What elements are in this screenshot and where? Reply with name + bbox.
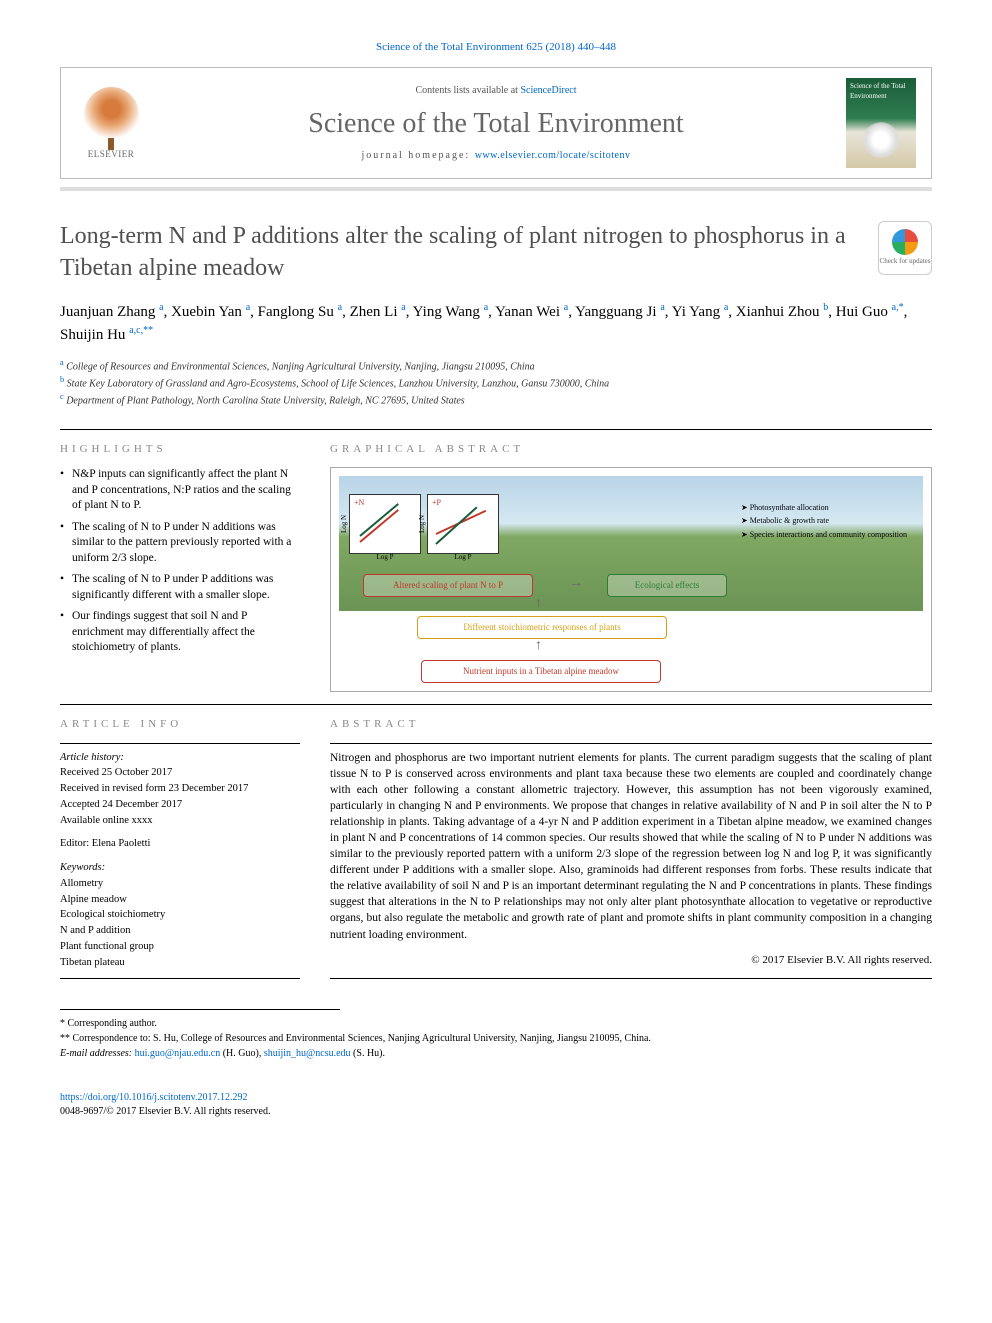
cover-title: Science of the Total Environment: [850, 82, 906, 100]
footnote-2: Correspondence to: S. Hu, College of Res…: [73, 1033, 651, 1044]
crossmark-badge[interactable]: Check for updates: [878, 221, 932, 275]
article-title: Long-term N and P additions alter the sc…: [60, 221, 858, 283]
abstract-header: ABSTRACT: [330, 717, 932, 732]
divider-1: [60, 429, 932, 430]
abstract-text: Nitrogen and phosphorus are two importan…: [330, 750, 932, 943]
journal-name: Science of the Total Environment: [146, 104, 846, 143]
keywords-list: AllometryAlpine meadowEcological stoichi…: [60, 878, 165, 968]
ga-bullet-item: ➤ Metabolic & growth rate: [741, 515, 907, 526]
affiliations: a College of Resources and Environmental…: [60, 357, 932, 409]
info-header: ARTICLE INFO: [60, 717, 300, 732]
highlight-item: The scaling of N to P under N additions …: [60, 520, 300, 567]
affil-a: College of Resources and Environmental S…: [66, 361, 534, 372]
ga-arrow-up2: ↑: [535, 636, 542, 656]
footer: https://doi.org/10.1016/j.scitotenv.2017…: [60, 1091, 932, 1119]
ga-chart1-line1: [359, 509, 399, 543]
ga-chart1-line2: [359, 503, 399, 537]
homepage-link[interactable]: www.elsevier.com/locate/scitotenv: [475, 150, 631, 161]
history-label: Article history:: [60, 752, 124, 763]
homepage-prefix: journal homepage:: [361, 150, 474, 161]
ga-chart-1: Log N Log P +N: [349, 494, 421, 554]
email-name-2: (S. Hu).: [351, 1048, 385, 1059]
authors: Juanjuan Zhang a, Xuebin Yan a, Fanglong…: [60, 300, 932, 347]
ga-box-stoich: Different stoichiometric responses of pl…: [417, 616, 667, 639]
email-link-1[interactable]: hui.guo@njau.edu.cn: [135, 1048, 221, 1059]
highlights-list: N&P inputs can significantly affect the …: [60, 467, 300, 656]
editor-label: Editor:: [60, 838, 92, 849]
ga-chart-2: Log N Log P +P: [427, 494, 499, 554]
homepage-line: journal homepage: www.elsevier.com/locat…: [146, 149, 846, 163]
ga-chart2-ylabel: Log N: [418, 515, 428, 533]
ga-bullet-item: ➤ Photosynthate allocation: [741, 502, 907, 513]
divider-2: [60, 704, 932, 705]
email-link-2[interactable]: shuijin_hu@ncsu.edu: [264, 1048, 351, 1059]
graphical-header: GRAPHICAL ABSTRACT: [330, 442, 932, 457]
contents-line: Contents lists available at ScienceDirec…: [146, 84, 846, 98]
article-info-section: ARTICLE INFO Article history: Received 2…: [60, 717, 300, 989]
affil-c: Department of Plant Pathology, North Car…: [66, 396, 465, 407]
graphical-abstract-section: GRAPHICAL ABSTRACT Log N Log P +N Log N …: [330, 442, 932, 692]
doi-link[interactable]: https://doi.org/10.1016/j.scitotenv.2017…: [60, 1092, 248, 1103]
keywords-label: Keywords:: [60, 862, 105, 873]
abstract-section: ABSTRACT Nitrogen and phosphorus are two…: [330, 717, 932, 989]
accepted-date: Accepted 24 December 2017: [60, 799, 182, 810]
ga-arrow-up1: ↑: [535, 594, 542, 614]
header-center: Contents lists available at ScienceDirec…: [146, 84, 846, 163]
footnotes: * Corresponding author. ** Correspondenc…: [60, 1009, 340, 1061]
journal-header: ELSEVIER Contents lists available at Sci…: [60, 67, 932, 179]
ga-chart2-marker: +P: [432, 497, 441, 508]
cover-graphic-icon: [863, 122, 899, 158]
elsevier-logo: ELSEVIER: [76, 83, 146, 163]
highlight-item: The scaling of N to P under P additions …: [60, 572, 300, 603]
crossmark-text: Check for updates: [880, 257, 931, 267]
ga-chart1-xlabel: Log P: [377, 553, 394, 563]
received-date: Received 25 October 2017: [60, 767, 172, 778]
ga-chart2-line2: [435, 507, 477, 545]
ga-box-altered: Altered scaling of plant N to P: [363, 574, 533, 597]
copyright: © 2017 Elsevier B.V. All rights reserved…: [330, 953, 932, 968]
elsevier-tree-icon: [84, 87, 139, 142]
crossmark-icon: [892, 229, 918, 255]
ga-box-eco: Ecological effects: [607, 574, 727, 597]
highlight-item: N&P inputs can significantly affect the …: [60, 467, 300, 514]
ga-box-nutrient: Nutrient inputs in a Tibetan alpine mead…: [421, 660, 661, 683]
ga-bullet-item: ➤ Species interactions and community com…: [741, 529, 907, 540]
email-label: E-mail addresses:: [60, 1048, 135, 1059]
footnote-1: Corresponding author.: [68, 1018, 157, 1029]
ga-chart1-marker: +N: [354, 497, 364, 508]
ga-bullets: ➤ Photosynthate allocation ➤ Metabolic & …: [741, 502, 907, 542]
issn-text: 0048-9697/© 2017 Elsevier B.V. All right…: [60, 1106, 270, 1117]
email-name-1: (H. Guo),: [220, 1048, 264, 1059]
affil-b: State Key Laboratory of Grassland and Ag…: [67, 378, 609, 389]
highlights-section: HIGHLIGHTS N&P inputs can significantly …: [60, 442, 300, 692]
online-date: Available online xxxx: [60, 815, 153, 826]
revised-date: Received in revised form 23 December 201…: [60, 783, 248, 794]
ga-chart2-xlabel: Log P: [455, 553, 472, 563]
editor-name: Elena Paoletti: [92, 838, 151, 849]
contents-prefix: Contents lists available at: [415, 85, 520, 96]
journal-cover: Science of the Total Environment: [846, 78, 916, 168]
graphical-abstract: Log N Log P +N Log N Log P +P ➤ Photos: [330, 467, 932, 692]
ga-arrow-right: →: [569, 574, 583, 594]
highlight-item: Our findings suggest that soil N and P e…: [60, 609, 300, 656]
header-citation: Science of the Total Environment 625 (20…: [60, 40, 932, 55]
highlights-header: HIGHLIGHTS: [60, 442, 300, 457]
header-divider: [60, 187, 932, 191]
ga-chart1-ylabel: Log N: [340, 515, 350, 533]
sciencedirect-link[interactable]: ScienceDirect: [520, 85, 576, 96]
